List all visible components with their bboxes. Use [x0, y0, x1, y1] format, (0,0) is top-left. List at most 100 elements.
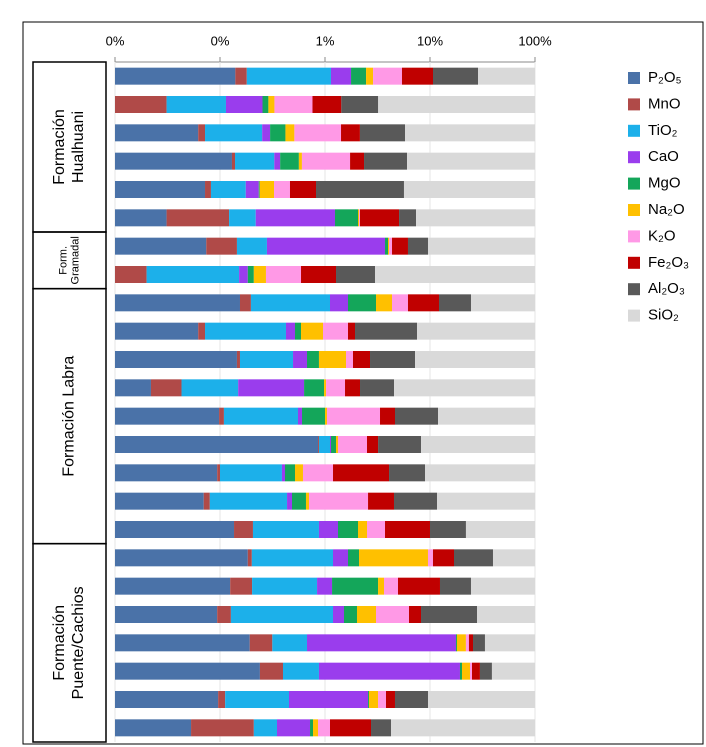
bar-segment — [384, 577, 398, 595]
bar-segment — [252, 577, 318, 595]
bar-segment — [115, 577, 231, 595]
bar-segment — [469, 662, 472, 680]
bar-segment — [385, 691, 395, 708]
bar-segment — [245, 181, 259, 198]
group-label: Formación Labra — [61, 356, 78, 477]
bar-segment — [209, 492, 288, 510]
bar-segment — [249, 634, 273, 652]
legend-label: Al₂O₃ — [648, 280, 685, 297]
bar-segment — [115, 634, 250, 652]
bar-segment — [348, 322, 356, 340]
legend-swatch — [628, 124, 640, 137]
bar-segment — [326, 379, 346, 397]
bar-segment — [312, 96, 342, 113]
bar-segment — [338, 436, 368, 453]
bar-segment — [421, 436, 536, 453]
bar-segment — [378, 577, 385, 595]
legend-label: K₂O — [648, 227, 676, 244]
bar-segment — [301, 322, 323, 340]
bar-segment — [318, 436, 331, 453]
bar-segment — [285, 322, 296, 340]
legend-swatch — [628, 151, 640, 164]
bar-segment — [438, 294, 471, 312]
x-tick-label: 1% — [316, 33, 335, 48]
legend-label: P₂O₅ — [648, 69, 682, 86]
bar-segment — [366, 67, 374, 85]
bar-segment — [262, 96, 269, 113]
bar-segment — [416, 209, 536, 227]
bar-segment — [239, 294, 251, 312]
bar-segment — [360, 379, 395, 397]
bar-segment — [368, 492, 394, 510]
bar-segment — [239, 351, 294, 368]
bar-segment — [262, 124, 271, 142]
bar-segment — [236, 237, 267, 255]
bar-segment — [259, 181, 275, 198]
bar-segment — [432, 67, 479, 85]
bar-segment — [302, 464, 334, 482]
bar-segment — [403, 181, 536, 198]
bar-segment — [491, 662, 535, 680]
bar-segment — [358, 521, 368, 538]
group-box — [32, 542, 107, 743]
bar-segment — [407, 152, 536, 170]
bar-segment — [115, 322, 199, 340]
legend-label: MnO — [648, 95, 681, 112]
bar-segment — [115, 209, 167, 227]
x-tick-label: 100% — [518, 33, 552, 48]
bar-segment — [265, 266, 302, 283]
group-label-line: Hualhuani — [70, 111, 87, 183]
bar-segment — [378, 436, 422, 453]
bar-segment — [359, 209, 360, 227]
bar-segment — [302, 407, 325, 425]
legend-label: CaO — [648, 148, 679, 165]
bar-segment — [374, 266, 535, 283]
bar-segment — [218, 691, 226, 708]
bar-segment — [115, 152, 232, 170]
bar-segment — [353, 351, 371, 368]
bar-segment — [220, 464, 282, 482]
bar-segment — [392, 294, 408, 312]
bar-segment — [368, 691, 370, 708]
bar-segment — [429, 521, 466, 538]
bar-segment — [325, 407, 328, 425]
bar-segment — [459, 662, 462, 680]
bar-segment — [205, 322, 286, 340]
bar-segment — [230, 606, 334, 623]
bar-segment — [276, 719, 311, 737]
bar-segment — [332, 577, 379, 595]
bar-segment — [115, 436, 319, 453]
bar-segment — [327, 407, 381, 425]
bar-segment — [439, 577, 471, 595]
bar-segment — [370, 351, 416, 368]
bar-segment — [272, 634, 308, 652]
bar-segment — [330, 67, 352, 85]
bar-segment — [415, 351, 536, 368]
bar-segment — [274, 181, 290, 198]
bar-segment — [318, 436, 319, 453]
chart-frame — [22, 21, 704, 745]
bar-segment — [115, 606, 218, 623]
bar-segment — [367, 521, 386, 538]
bar-segment — [470, 294, 535, 312]
bar-segment — [281, 464, 286, 482]
bar-segment — [389, 237, 393, 255]
bar-segment — [203, 492, 210, 510]
bar-segment — [461, 662, 470, 680]
bar-segment — [310, 719, 314, 737]
bar-segment — [115, 181, 206, 198]
bar-segment — [210, 181, 246, 198]
bar-segment — [427, 237, 535, 255]
bar-segment — [293, 351, 308, 368]
legend-label: Na₂O — [648, 201, 685, 218]
bar-segment — [206, 237, 237, 255]
group-label-line: Formación — [51, 605, 68, 681]
bar-segment — [223, 407, 298, 425]
bar-segment — [205, 124, 263, 142]
x-tick-label: 0% — [211, 33, 230, 48]
bar-segment — [478, 67, 535, 85]
bar-segment — [217, 464, 220, 482]
bar-segment — [454, 549, 493, 567]
bar-segment — [239, 266, 248, 283]
